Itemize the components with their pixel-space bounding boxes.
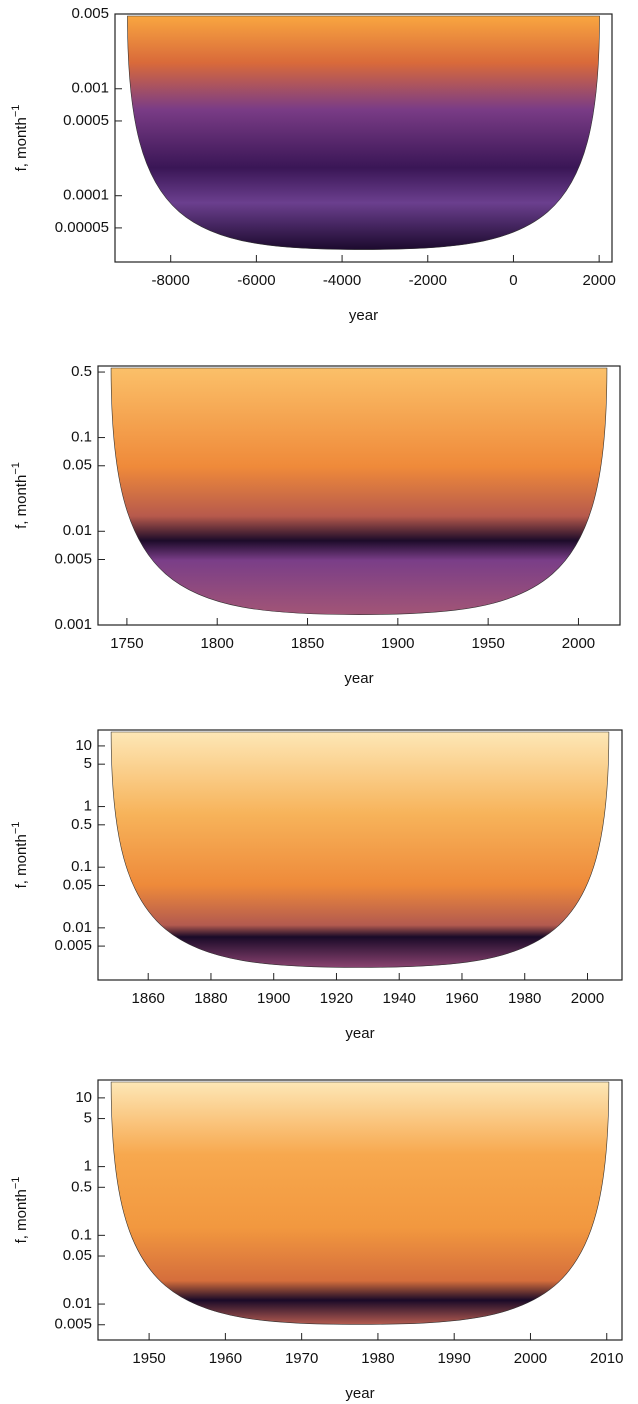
y-tick-label: 0.1 (71, 429, 92, 446)
x-tick-label: 0 (509, 272, 517, 289)
scalogram-surface (127, 15, 600, 250)
y-tick-label: 0.01 (63, 919, 92, 936)
x-tick-label: 1800 (201, 635, 234, 652)
x-tick-label: 1960 (445, 990, 478, 1007)
y-tick-label: 1 (84, 798, 92, 815)
x-tick-label: 1960 (209, 1350, 242, 1367)
x-tick-label: 1750 (110, 635, 143, 652)
y-tick-label: 10 (75, 737, 92, 754)
scalogram-surface (110, 1081, 610, 1325)
y-tick-label: 0.0001 (63, 187, 109, 204)
y-tick-label: 0.05 (63, 1247, 92, 1264)
x-tick-label: -4000 (323, 272, 361, 289)
y-tick-label: 5 (84, 1110, 92, 1127)
x-tick-label: 2000 (571, 990, 604, 1007)
panel: 0.001 0.005 0.01 0.05 0.1 0.5 1750 1800 1850 1900… (10, 363, 621, 687)
plot-frame (97, 729, 623, 981)
y-axis-label-text: f, month (13, 1189, 30, 1243)
y-tick-label: 0.005 (54, 550, 92, 567)
y-axis-label-text: f, month (13, 117, 30, 171)
y-axis-label-exponent: −1 (10, 1177, 22, 1190)
y-tick-label: 0.5 (71, 816, 92, 833)
scalogram-surface (110, 367, 608, 615)
y-tick-label: 0.001 (54, 616, 92, 633)
y-axis-label: f, month−1 (10, 1177, 30, 1244)
y-tick-label: 0.5 (71, 363, 92, 380)
plot-frame (97, 1079, 623, 1341)
y-axis-label-exponent: −1 (10, 105, 22, 118)
y-axis-label: f, month−1 (10, 822, 30, 889)
y-tick-label: 0.1 (71, 1226, 92, 1243)
y-tick-label: 0.005 (54, 1316, 92, 1333)
y-tick-label: 0.005 (54, 937, 92, 954)
x-tick-label: 1850 (291, 635, 324, 652)
y-tick-label: 10 (75, 1089, 92, 1106)
x-tick-label: 1900 (257, 990, 290, 1007)
x-tick-label: -8000 (152, 272, 190, 289)
x-axis-label: year (345, 1025, 374, 1042)
y-tick-label: 0.1 (71, 858, 92, 875)
y-axis-label-exponent: −1 (10, 462, 22, 475)
x-tick-label: 1940 (383, 990, 416, 1007)
x-tick-label: 2000 (514, 1350, 547, 1367)
x-tick-label: 1950 (132, 1350, 165, 1367)
plot-frame (97, 365, 621, 626)
x-tick-label: 1980 (361, 1350, 394, 1367)
x-tick-label: 1860 (132, 990, 165, 1007)
y-tick-label: 0.0005 (63, 112, 109, 129)
y-tick-label: 0.01 (63, 522, 92, 539)
scalogram-surface (110, 731, 610, 968)
y-axis-label-text: f, month (13, 834, 30, 888)
y-tick-label: 0.5 (71, 1178, 92, 1195)
y-axis-label: f, month−1 (10, 462, 30, 529)
x-tick-label: 1990 (438, 1350, 471, 1367)
x-tick-label: 1950 (471, 635, 504, 652)
plot-frame (114, 13, 613, 263)
x-tick-label: -6000 (237, 272, 275, 289)
y-tick-label: 0.001 (71, 80, 109, 97)
x-tick-label: 1880 (194, 990, 227, 1007)
x-tick-label: 2000 (562, 635, 595, 652)
y-axis-label: f, month−1 (10, 105, 30, 172)
y-tick-label: 1 (84, 1158, 92, 1175)
y-tick-label: 0.05 (63, 457, 92, 474)
y-axis-label-exponent: −1 (10, 822, 22, 835)
x-axis-label: year (344, 670, 373, 687)
y-axis-label-text: f, month (13, 475, 30, 529)
panel: 0.005 0.01 0.05 0.1 0.5 1 5 10 1950 1960 1970 1980 1… (10, 1079, 623, 1402)
x-axis-label: year (345, 1385, 374, 1402)
y-tick-label: 5 (84, 755, 92, 772)
y-tick-label: 0.00005 (55, 219, 109, 236)
x-tick-label: 1970 (285, 1350, 318, 1367)
x-axis-label: year (349, 307, 378, 324)
y-tick-label: 0.05 (63, 876, 92, 893)
x-tick-label: -2000 (409, 272, 447, 289)
x-tick-label: 2010 (590, 1350, 623, 1367)
x-tick-label: 2000 (582, 272, 615, 289)
y-tick-label: 0.005 (71, 5, 109, 22)
x-tick-label: 1920 (320, 990, 353, 1007)
panel: 0.00005 0.0001 0.0005 0.001 0.005 -8000 -6000 -… (10, 5, 616, 324)
y-tick-label: 0.01 (63, 1295, 92, 1312)
x-tick-label: 1980 (508, 990, 541, 1007)
x-tick-label: 1900 (381, 635, 414, 652)
